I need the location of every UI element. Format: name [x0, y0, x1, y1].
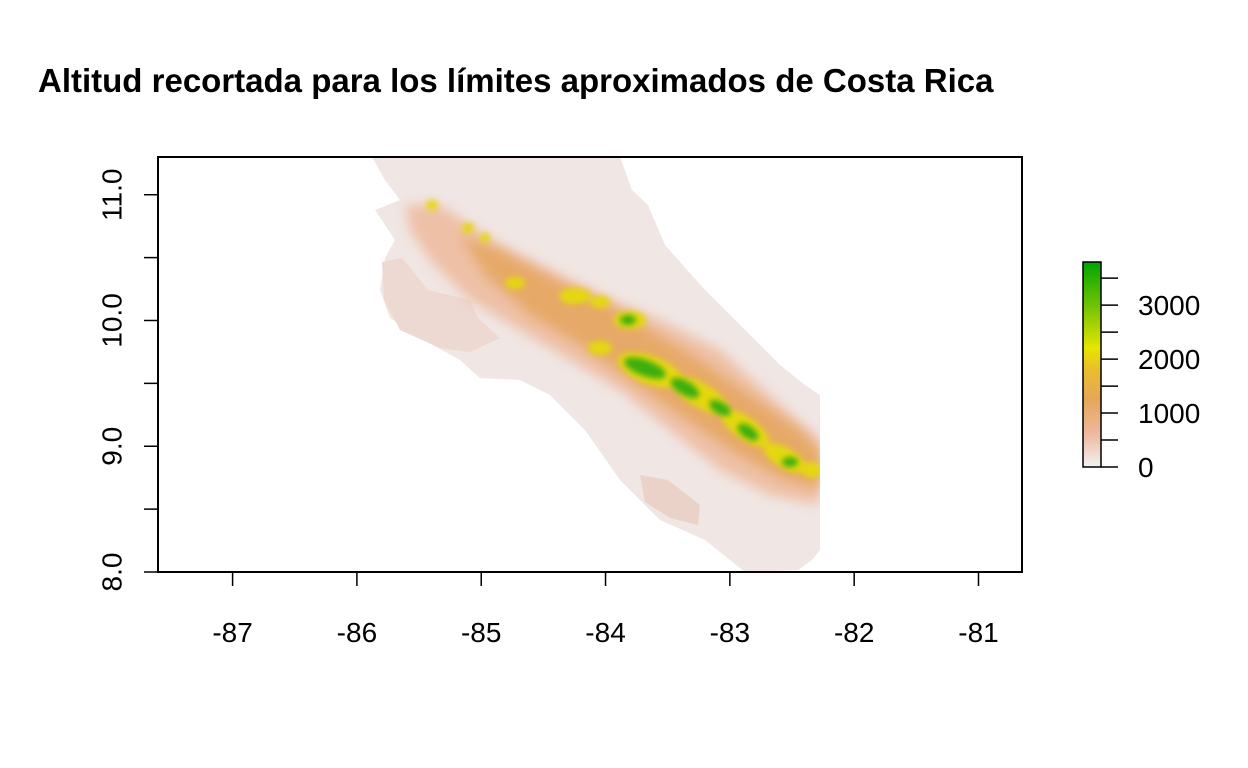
- peninsula-nicoya: [382, 258, 500, 352]
- plot-frame: [157, 156, 1023, 573]
- legend-colorbar: [1082, 261, 1102, 468]
- legend-tick-label: 1000: [1138, 398, 1200, 429]
- legend-ticks: 0 1000 2000 3000: [1101, 277, 1200, 483]
- legend-tick-label: 0: [1138, 452, 1154, 483]
- x-axis: -87 -86 -85 -84 -83 -82 -81: [212, 572, 999, 648]
- x-tick-label: -83: [710, 617, 750, 648]
- x-tick-label: -84: [585, 617, 625, 648]
- y-tick-label: 9.0: [97, 427, 128, 466]
- y-tick-label: 10.0: [97, 293, 128, 348]
- x-tick-label: -87: [212, 617, 252, 648]
- x-tick-label: -82: [834, 617, 874, 648]
- elevation-legend: 0 1000 2000 3000: [1082, 261, 1200, 483]
- x-tick-label: -81: [958, 617, 998, 648]
- x-tick-label: -85: [461, 617, 501, 648]
- y-axis: 8.0 9.0 10.0 11.0: [97, 169, 158, 592]
- legend-tick-label: 3000: [1138, 290, 1200, 321]
- green-peaks: [620, 315, 798, 467]
- peninsula-osa: [640, 475, 700, 525]
- elevation-raster: [372, 157, 820, 572]
- y-tick-label: 8.0: [97, 553, 128, 592]
- y-tick-label: 11.0: [97, 169, 128, 221]
- page-title: Altitud recortada para los límites aprox…: [38, 62, 994, 99]
- x-tick-label: -86: [337, 617, 377, 648]
- legend-tick-label: 2000: [1138, 344, 1200, 375]
